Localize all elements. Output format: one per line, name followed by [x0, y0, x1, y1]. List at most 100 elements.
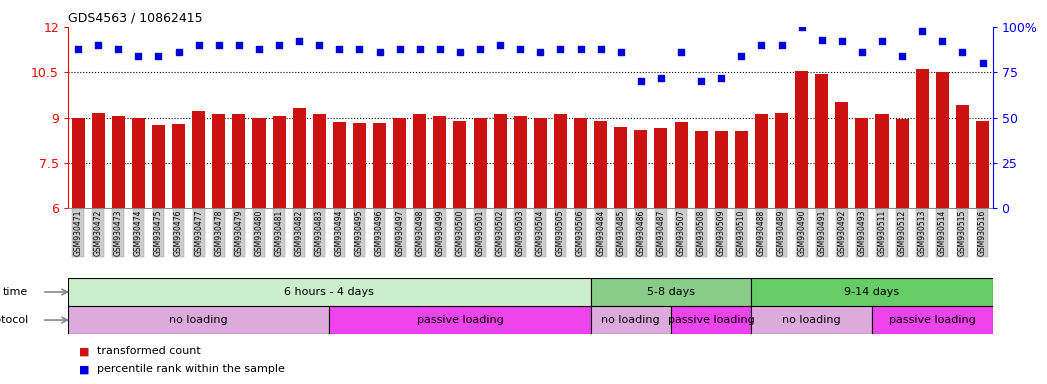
Bar [313, 114, 326, 208]
Bar [213, 114, 225, 208]
Bar [956, 106, 968, 208]
Bar [473, 118, 487, 208]
Point [372, 49, 388, 55]
Point [230, 42, 247, 48]
Bar [916, 69, 929, 208]
Bar [68, 306, 330, 334]
Point [191, 42, 207, 48]
Point [351, 46, 367, 52]
Bar [594, 121, 607, 208]
Bar [735, 131, 748, 208]
Point [572, 46, 588, 52]
Bar [252, 118, 266, 208]
Bar [330, 306, 591, 334]
Bar [71, 118, 85, 208]
Bar [615, 127, 627, 208]
Bar [816, 74, 828, 208]
Bar [694, 131, 708, 208]
Text: time: time [2, 287, 28, 297]
Point [171, 49, 187, 55]
Point [271, 42, 288, 48]
Point [451, 49, 468, 55]
Bar [554, 114, 567, 208]
Bar [591, 278, 752, 306]
Point [672, 49, 689, 55]
Bar [775, 113, 788, 208]
Point [331, 46, 348, 52]
Point [291, 38, 308, 45]
Point [130, 53, 147, 59]
Point [853, 49, 870, 55]
Text: no loading: no loading [601, 315, 660, 325]
Bar [112, 116, 125, 208]
Bar [634, 129, 647, 208]
Text: transformed count: transformed count [97, 346, 201, 356]
Bar [752, 278, 993, 306]
Point [612, 49, 629, 55]
Point [532, 49, 549, 55]
Point [632, 78, 649, 84]
Bar [293, 108, 306, 208]
Point [974, 60, 990, 66]
Point [492, 42, 509, 48]
Point [110, 46, 127, 52]
Bar [795, 71, 808, 208]
Point [210, 42, 227, 48]
Text: 5-8 days: 5-8 days [647, 287, 695, 297]
Bar [755, 114, 767, 208]
Text: passive loading: passive loading [889, 315, 976, 325]
Bar [976, 121, 989, 208]
Bar [132, 118, 144, 208]
Text: ■: ■ [79, 364, 89, 374]
Bar [875, 114, 889, 208]
Bar [193, 111, 205, 208]
Point [693, 78, 710, 84]
Bar [353, 123, 366, 208]
Bar [68, 278, 591, 306]
Point [472, 46, 489, 52]
Bar [674, 122, 688, 208]
Text: passive loading: passive loading [668, 315, 755, 325]
Point [934, 38, 951, 45]
Text: 6 hours - 4 days: 6 hours - 4 days [285, 287, 374, 297]
Bar [514, 116, 527, 208]
Point [411, 46, 428, 52]
Bar [591, 306, 671, 334]
Point [733, 53, 750, 59]
Bar [414, 114, 426, 208]
Bar [752, 306, 872, 334]
Point [431, 46, 448, 52]
Bar [92, 113, 105, 208]
Bar [152, 125, 165, 208]
Point [894, 53, 911, 59]
Point [593, 46, 609, 52]
Point [512, 46, 529, 52]
Point [914, 27, 931, 33]
Point [250, 46, 267, 52]
Point [150, 53, 166, 59]
Bar [855, 118, 868, 208]
Point [392, 46, 408, 52]
Bar [895, 119, 909, 208]
Text: ■: ■ [79, 346, 89, 356]
Point [652, 74, 669, 81]
Point [814, 36, 830, 43]
Bar [333, 122, 346, 208]
Text: percentile rank within the sample: percentile rank within the sample [97, 364, 285, 374]
Bar [393, 118, 406, 208]
Bar [671, 306, 752, 334]
Point [311, 42, 328, 48]
Point [90, 42, 107, 48]
Point [873, 38, 890, 45]
Text: GDS4563 / 10862415: GDS4563 / 10862415 [68, 11, 203, 24]
Bar [272, 116, 286, 208]
Point [552, 46, 569, 52]
Bar [433, 116, 446, 208]
Text: passive loading: passive loading [417, 315, 504, 325]
Bar [232, 114, 245, 208]
Bar [836, 103, 848, 208]
Text: 9-14 days: 9-14 days [845, 287, 899, 297]
Bar [872, 306, 993, 334]
Point [794, 24, 810, 30]
Point [773, 42, 789, 48]
